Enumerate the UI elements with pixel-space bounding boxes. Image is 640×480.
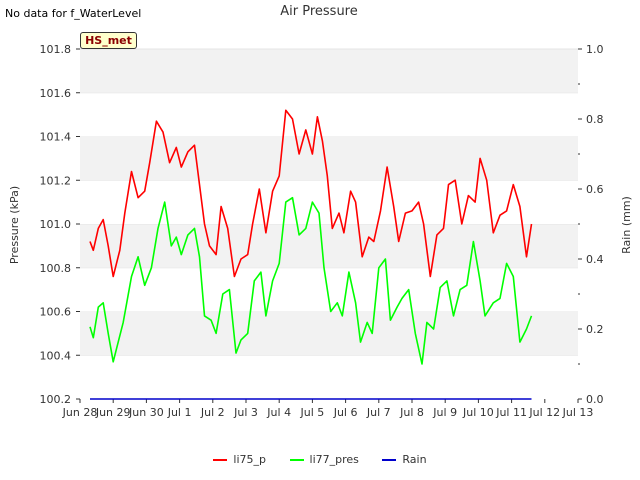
series-line-li75-p <box>89 109 533 278</box>
x-tick-label: Jul 2 <box>200 406 225 419</box>
y2-tick-label: 0.6 <box>586 183 604 196</box>
x-tick-label: Jul 8 <box>399 406 424 419</box>
x-tick-label: Jul 3 <box>233 406 258 419</box>
y-tick-label: 101.2 <box>40 174 72 187</box>
y2-tick-label: 0.8 <box>586 113 604 126</box>
x-tick-label: Jul 1 <box>167 406 192 419</box>
x-tick-label: Jul 13 <box>562 406 594 419</box>
grid-band <box>80 224 578 268</box>
chart-title: Air Pressure <box>280 4 358 19</box>
x-tick-label: Jul 10 <box>462 406 494 419</box>
y-tick-label: 100.6 <box>40 306 72 319</box>
legend-swatch-li75-p <box>213 459 228 461</box>
grid-band <box>80 49 578 93</box>
x-tick-label: Jul 9 <box>432 406 457 419</box>
x-tick-label: Jun 28 <box>62 406 98 419</box>
x-tick-label: Jun 29 <box>95 406 131 419</box>
series-line-li77-pres <box>89 196 533 365</box>
grid-band <box>80 355 578 399</box>
x-tick-label: Jul 11 <box>495 406 527 419</box>
y-axis: 100.2 100.4 100.6 100.8 101.0 101.2 101.4 101.6… <box>40 43 80 406</box>
legend-item-li75-p: li75_p <box>213 453 266 466</box>
y2-axis-label: Rain (mm) <box>620 196 633 254</box>
grid-bands <box>80 48 578 399</box>
y-tick-label: 100.4 <box>40 349 72 362</box>
no-data-note: No data for f_WaterLevel <box>5 7 142 20</box>
y2-tick-label: 0.0 <box>586 393 604 406</box>
y-tick-label: 101.8 <box>40 43 72 56</box>
y-tick-label: 101.4 <box>40 131 72 144</box>
legend-item-li77-pres: li77_pres <box>289 453 359 466</box>
y-tick-label: 101.6 <box>40 87 72 100</box>
legend-label-li77-pres: li77_pres <box>309 453 359 466</box>
y-tick-label: 101.0 <box>40 218 72 231</box>
y-tick-label: 100.2 <box>40 393 72 406</box>
y2-tick-label: 1.0 <box>586 43 604 56</box>
grid-band <box>80 92 578 137</box>
legend-label-li75-p: li75_p <box>233 453 267 466</box>
legend: li75_p li77_pres Rain <box>0 453 640 466</box>
station-badge: HS_met <box>80 32 137 49</box>
y-tick-label: 100.8 <box>40 262 72 275</box>
x-tick-label: Jul 6 <box>333 406 358 419</box>
x-tick-label: Jul 12 <box>528 406 560 419</box>
x-tick-label: Jun 30 <box>128 406 164 419</box>
legend-item-rain: Rain <box>382 453 427 466</box>
y2-tick-label: 0.2 <box>586 323 604 336</box>
y2-tick-label: 0.4 <box>586 253 604 266</box>
plot-lines <box>89 109 533 400</box>
legend-label-rain: Rain <box>402 453 427 466</box>
x-tick-label: Jul 7 <box>366 406 391 419</box>
legend-swatch-rain <box>382 459 397 461</box>
y-axis-label: Pressure (kPa) <box>8 186 21 264</box>
grid-band <box>80 311 578 356</box>
grid-band <box>80 136 578 181</box>
x-tick-label: Jul 5 <box>300 406 325 419</box>
y2-axis: 0.0 0.2 0.4 0.6 0.8 1.0 <box>578 43 604 406</box>
legend-swatch-li77-pres <box>289 459 304 461</box>
x-tick-label: Jul 4 <box>266 406 291 419</box>
